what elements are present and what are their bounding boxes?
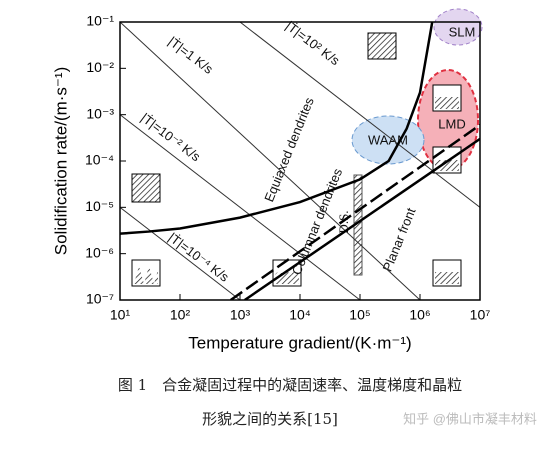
annotation: LMD xyxy=(438,116,465,131)
line-label: |Ṫ|=10⁻⁴ K/s xyxy=(166,230,233,285)
series-line xyxy=(244,137,480,300)
y-tick-label: 10⁻² xyxy=(86,59,114,75)
y-tick-label: 10⁻⁵ xyxy=(85,198,114,214)
y-tick-label: 10⁻¹ xyxy=(86,13,114,29)
x-axis-title: Temperature gradient/(K·m⁻¹) xyxy=(188,333,411,352)
y-tick-label: 10⁻³ xyxy=(86,105,114,121)
y-tick-label: 10⁻⁶ xyxy=(85,244,114,260)
plot-frame xyxy=(119,21,481,301)
x-tick-label: 10⁴ xyxy=(289,307,311,323)
line-label: |Ṫ|=10⁻² K/s xyxy=(138,110,204,165)
x-tick-label: 10² xyxy=(170,307,191,323)
icon-planar-fill xyxy=(435,272,459,284)
series-line xyxy=(239,22,480,208)
icon-lmd-bottom-fill xyxy=(435,160,459,171)
icon-columnar-fill xyxy=(134,266,158,284)
x-tick-label: 10⁵ xyxy=(349,307,370,323)
series-line xyxy=(120,22,421,300)
annotation: Equiaxed dendrites xyxy=(261,95,317,204)
caption: 形貌之间的关系[15] xyxy=(202,410,338,428)
series-line xyxy=(120,22,434,235)
watermark: 知乎 @佛山市凝丰材料 xyxy=(403,411,537,426)
x-tick-label: 10⁶ xyxy=(409,307,430,323)
caption: 图 1 合金凝固过程中的凝固速率、温度梯度和晶粒 xyxy=(118,376,462,394)
annotation: SLM xyxy=(449,24,476,39)
line-label: |Ṫ|=10² K/s xyxy=(283,18,343,68)
icon-equiaxed xyxy=(367,32,397,60)
series-line xyxy=(120,206,241,300)
x-tick-label: 10¹ xyxy=(110,307,131,323)
series-line xyxy=(120,114,361,300)
series-line xyxy=(229,123,480,300)
annotation: Planar front xyxy=(379,205,418,273)
y-axis-title: Solidification rate/(m·s⁻¹) xyxy=(51,67,70,255)
y-tick-label: 10⁻⁴ xyxy=(85,152,114,168)
x-tick-label: 10⁷ xyxy=(470,307,491,323)
y-tick-label: 10⁻⁷ xyxy=(86,291,114,307)
x-tick-label: 10³ xyxy=(230,307,251,323)
icon-equiaxed-low xyxy=(131,173,161,203)
icon-lmd-top-fill xyxy=(435,97,459,109)
slm-zone xyxy=(433,8,483,46)
